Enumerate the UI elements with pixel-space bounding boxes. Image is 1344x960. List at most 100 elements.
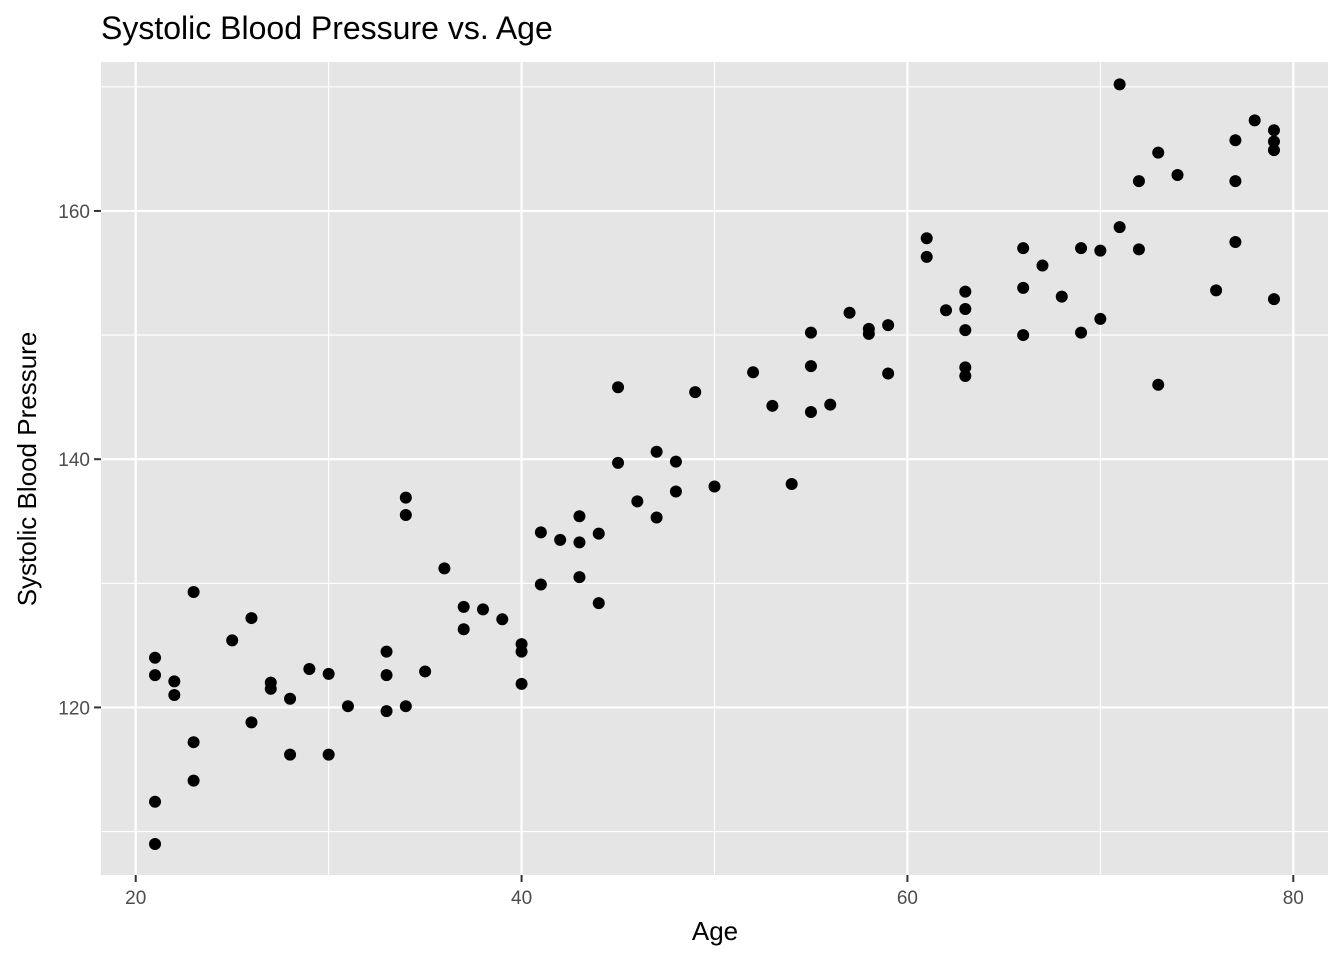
data-point bbox=[1036, 259, 1049, 272]
data-point bbox=[1267, 124, 1280, 137]
data-point bbox=[380, 669, 393, 682]
data-point bbox=[284, 748, 297, 761]
data-point bbox=[1113, 221, 1126, 234]
y-axis-label: Systolic Blood Pressure bbox=[12, 332, 42, 607]
data-point bbox=[264, 676, 277, 689]
x-tick-label: 60 bbox=[897, 888, 918, 909]
data-point bbox=[1267, 293, 1280, 306]
data-point bbox=[573, 571, 586, 584]
data-point bbox=[457, 600, 470, 613]
data-point bbox=[1017, 281, 1030, 294]
data-point bbox=[149, 651, 162, 664]
data-point bbox=[1171, 168, 1184, 181]
data-point bbox=[592, 527, 605, 540]
data-point bbox=[399, 509, 412, 522]
data-point bbox=[149, 837, 162, 850]
data-point bbox=[1248, 114, 1261, 127]
data-point bbox=[592, 597, 605, 610]
data-point bbox=[1229, 235, 1242, 248]
data-point bbox=[1132, 175, 1145, 188]
x-axis-label: Age bbox=[692, 916, 738, 946]
data-point bbox=[708, 480, 721, 493]
data-point bbox=[187, 586, 200, 599]
data-point bbox=[284, 692, 297, 705]
major-gridlines bbox=[101, 62, 1328, 875]
data-point bbox=[1267, 144, 1280, 157]
data-point bbox=[669, 455, 682, 468]
data-point bbox=[438, 562, 451, 575]
data-point bbox=[573, 536, 586, 549]
data-point bbox=[1094, 244, 1107, 257]
data-point bbox=[380, 645, 393, 658]
data-point bbox=[804, 326, 817, 339]
data-point bbox=[168, 675, 181, 688]
y-axis-ticks: 120 140 160 bbox=[58, 202, 101, 719]
data-point bbox=[1229, 175, 1242, 188]
x-tick-label: 20 bbox=[125, 888, 146, 909]
data-point bbox=[476, 603, 489, 616]
data-point bbox=[534, 578, 547, 591]
data-point bbox=[534, 526, 547, 539]
data-point bbox=[920, 232, 933, 245]
data-point bbox=[457, 623, 470, 636]
data-point bbox=[226, 634, 239, 647]
data-point bbox=[766, 399, 779, 412]
data-point bbox=[399, 491, 412, 504]
data-point bbox=[1094, 312, 1107, 325]
data-point bbox=[862, 322, 875, 335]
data-point bbox=[1267, 135, 1280, 148]
data-point bbox=[804, 360, 817, 373]
data-point bbox=[1017, 329, 1030, 342]
data-point bbox=[515, 677, 528, 690]
data-point bbox=[1113, 78, 1126, 91]
data-point bbox=[1152, 378, 1165, 391]
data-point bbox=[419, 665, 432, 678]
data-point bbox=[303, 662, 316, 675]
data-point bbox=[824, 398, 837, 411]
data-point bbox=[940, 304, 953, 317]
data-point bbox=[612, 456, 625, 469]
y-tick-label: 160 bbox=[58, 202, 90, 223]
data-point bbox=[573, 510, 586, 523]
data-point bbox=[669, 485, 682, 498]
data-point bbox=[187, 736, 200, 749]
data-point bbox=[322, 748, 335, 761]
data-point bbox=[187, 774, 200, 787]
data-point bbox=[341, 700, 354, 713]
x-tick-label: 40 bbox=[511, 888, 532, 909]
data-point bbox=[882, 319, 895, 332]
data-point bbox=[959, 303, 972, 316]
data-point bbox=[959, 324, 972, 337]
data-point bbox=[689, 386, 702, 399]
data-point bbox=[149, 669, 162, 682]
data-point bbox=[399, 700, 412, 713]
data-point bbox=[959, 370, 972, 383]
data-point bbox=[920, 250, 933, 263]
data-point bbox=[1152, 146, 1165, 159]
y-tick-label: 120 bbox=[58, 698, 90, 719]
data-point bbox=[882, 367, 895, 380]
data-point bbox=[496, 613, 509, 626]
data-point bbox=[650, 511, 663, 524]
data-point bbox=[245, 612, 258, 625]
data-point bbox=[804, 406, 817, 419]
data-point bbox=[650, 445, 663, 458]
data-point bbox=[959, 285, 972, 298]
data-point bbox=[959, 361, 972, 374]
data-points bbox=[149, 78, 1280, 850]
data-point bbox=[843, 306, 856, 319]
data-point bbox=[1132, 243, 1145, 256]
data-point bbox=[1075, 326, 1088, 339]
x-axis-ticks: 20 40 60 80 bbox=[125, 875, 1304, 909]
data-point bbox=[554, 533, 567, 546]
data-point bbox=[515, 638, 528, 651]
data-point bbox=[785, 478, 798, 491]
data-point bbox=[245, 716, 258, 729]
data-point bbox=[380, 705, 393, 718]
y-tick-label: 140 bbox=[58, 450, 90, 471]
data-point bbox=[631, 495, 644, 508]
x-tick-label: 80 bbox=[1283, 888, 1304, 909]
chart-title: Systolic Blood Pressure vs. Age bbox=[101, 10, 553, 46]
data-point bbox=[1229, 134, 1242, 147]
